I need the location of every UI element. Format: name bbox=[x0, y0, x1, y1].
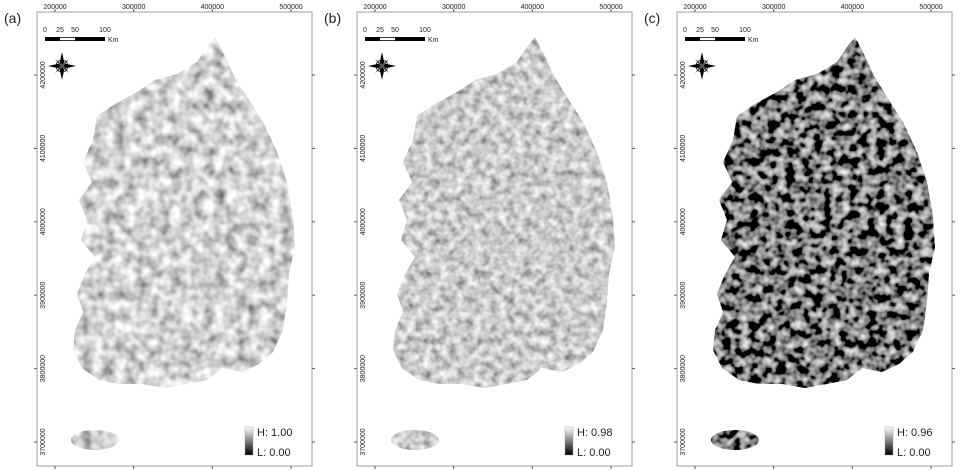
scale-label: 100 bbox=[99, 27, 111, 34]
legend-low: L: 0.00 bbox=[577, 447, 611, 459]
north-arrow bbox=[688, 52, 716, 80]
y-tick-label: 3700000 bbox=[40, 428, 47, 455]
north-arrow bbox=[368, 52, 396, 80]
legend-high: H: 1.00 bbox=[257, 427, 292, 439]
map-raster bbox=[357, 12, 632, 466]
y-tick-label: 3800000 bbox=[40, 355, 47, 382]
scale-unit: Km bbox=[748, 37, 759, 44]
map-raster bbox=[37, 12, 312, 466]
legend-ramp bbox=[245, 427, 253, 455]
scale-unit: Km bbox=[428, 37, 439, 44]
panel-label: (b) bbox=[324, 10, 341, 26]
y-tick-label: 4100000 bbox=[40, 135, 47, 162]
y-tick-label: 3900000 bbox=[360, 281, 367, 308]
x-tick-label: 200000 bbox=[683, 4, 706, 11]
map-panel: 200000 300000 400000 500000 4200000 4100000 40… bbox=[674, 4, 955, 469]
scale-label: 50 bbox=[391, 27, 399, 34]
scale-label: 50 bbox=[711, 27, 719, 34]
scale-label: 100 bbox=[419, 27, 431, 34]
y-tick-label: 4000000 bbox=[360, 208, 367, 235]
scale-label: 50 bbox=[71, 27, 79, 34]
scale-unit: Km bbox=[108, 37, 119, 44]
x-tick-label: 300000 bbox=[442, 4, 465, 11]
y-tick-label: 4100000 bbox=[360, 135, 367, 162]
x-tick-label: 500000 bbox=[279, 4, 302, 11]
x-tick-label: 200000 bbox=[43, 4, 66, 11]
legend-high: H: 0.96 bbox=[897, 427, 932, 439]
scale-label: 25 bbox=[376, 27, 384, 34]
y-tick-label: 4200000 bbox=[40, 61, 47, 88]
y-tick-label: 4000000 bbox=[680, 208, 687, 235]
map-panel: 200000 300000 400000 500000 4200000 4100000 40… bbox=[34, 4, 315, 469]
y-tick-label: 3900000 bbox=[40, 281, 47, 308]
x-tick-label: 300000 bbox=[762, 4, 785, 11]
scale-label: 100 bbox=[739, 27, 751, 34]
map-panel: 200000 300000 400000 500000 4200000 4100000 40… bbox=[354, 4, 635, 469]
scale-label: 0 bbox=[43, 27, 47, 34]
y-tick-label: 4000000 bbox=[40, 208, 47, 235]
x-tick-label: 400000 bbox=[201, 4, 224, 11]
north-arrow bbox=[48, 52, 76, 80]
scale-label: 25 bbox=[56, 27, 64, 34]
y-tick-label: 3700000 bbox=[360, 428, 367, 455]
legend-high: H: 0.98 bbox=[577, 427, 612, 439]
scale-bar bbox=[60, 38, 75, 40]
x-tick-label: 400000 bbox=[841, 4, 864, 11]
legend-ramp bbox=[885, 427, 893, 455]
x-tick-label: 400000 bbox=[521, 4, 544, 11]
x-tick-label: 200000 bbox=[363, 4, 386, 11]
y-tick-label: 3800000 bbox=[680, 355, 687, 382]
x-tick-label: 300000 bbox=[122, 4, 145, 11]
y-tick-label: 3900000 bbox=[680, 281, 687, 308]
scale-label: 0 bbox=[363, 27, 367, 34]
y-tick-label: 3700000 bbox=[680, 428, 687, 455]
panel-label: (a) bbox=[4, 10, 21, 26]
legend-ramp bbox=[565, 427, 573, 455]
scale-label: 25 bbox=[696, 27, 704, 34]
y-tick-label: 4200000 bbox=[680, 61, 687, 88]
y-tick-label: 4200000 bbox=[360, 61, 367, 88]
legend-low: L: 0.00 bbox=[257, 447, 291, 459]
scale-bar bbox=[700, 38, 715, 40]
figure: 200000 300000 400000 500000 4200000 4100000 40… bbox=[0, 0, 961, 471]
panel-label: (c) bbox=[644, 10, 660, 26]
map-raster bbox=[677, 12, 952, 466]
scale-bar bbox=[380, 38, 395, 40]
scale-label: 0 bbox=[683, 27, 687, 34]
x-tick-label: 500000 bbox=[599, 4, 622, 11]
y-tick-label: 3800000 bbox=[360, 355, 367, 382]
legend-low: L: 0.00 bbox=[897, 447, 931, 459]
x-tick-label: 500000 bbox=[919, 4, 942, 11]
y-tick-label: 4100000 bbox=[680, 135, 687, 162]
